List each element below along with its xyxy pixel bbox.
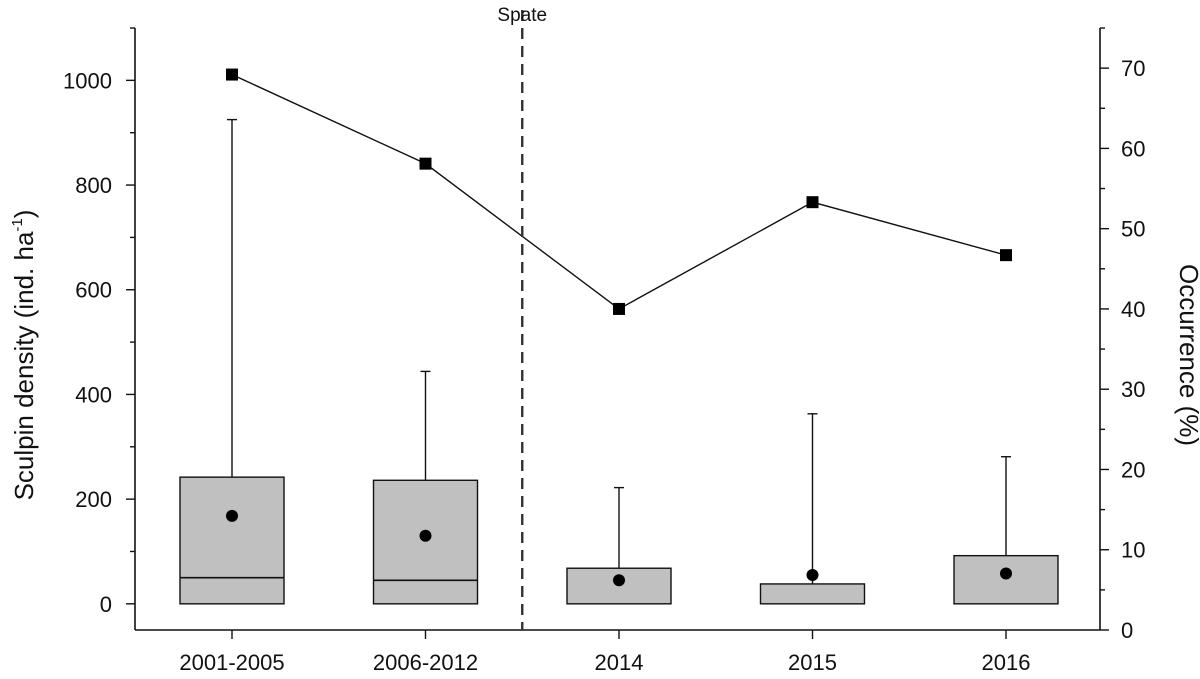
left-tick-label: 1000 xyxy=(63,68,112,93)
left-tick-label: 0 xyxy=(100,592,112,617)
occurrence-series xyxy=(226,68,1012,315)
occurrence-marker xyxy=(613,302,625,315)
left-axis-title: Sculpin density (ind. ha-1) xyxy=(9,210,39,501)
x-tick-label: 2001-2005 xyxy=(179,650,284,675)
right-tick-label: 0 xyxy=(1121,618,1133,643)
left-axis-title-main: Sculpin density (ind. ha xyxy=(9,231,39,500)
left-tick-label: 200 xyxy=(75,487,112,512)
x-tick-label: 2006-2012 xyxy=(373,650,478,675)
iqr-box xyxy=(953,554,1059,605)
iqr-box xyxy=(759,583,866,605)
mean-point xyxy=(1000,567,1012,580)
right-axis-ticks: 0 10 20 30 40 50 60 70 xyxy=(1100,27,1145,643)
right-tick-label: 20 xyxy=(1121,457,1145,482)
mean-point xyxy=(419,529,432,542)
right-tick-label: 60 xyxy=(1121,136,1145,161)
left-tick-label: 400 xyxy=(75,382,112,407)
right-tick-label: 50 xyxy=(1121,217,1145,242)
right-tick-label: 10 xyxy=(1121,538,1145,563)
occurrence-marker xyxy=(1000,249,1012,262)
mean-point xyxy=(613,574,625,587)
iqr-box xyxy=(179,476,285,605)
left-axis-title-superscript: -1 xyxy=(9,218,26,231)
left-axis-ticks: 0 200 400 600 800 1000 xyxy=(63,27,135,617)
x-tick-label: 2016 xyxy=(982,650,1031,675)
x-tick-label: 2014 xyxy=(595,650,644,675)
right-tick-label: 30 xyxy=(1121,377,1145,402)
right-axis-title: Occurrence (%) xyxy=(1174,264,1200,446)
x-tick-label: 2015 xyxy=(788,650,837,675)
right-tick-label: 40 xyxy=(1121,297,1145,322)
axes xyxy=(134,28,1101,631)
occurrence-marker xyxy=(806,196,819,209)
occurrence-marker xyxy=(226,68,238,81)
spate-label: Spate xyxy=(497,5,547,26)
box-series xyxy=(179,118,1059,605)
left-axis-title-end: ) xyxy=(9,210,39,219)
occurrence-line xyxy=(231,73,1007,310)
x-axis-ticks: 2001-2005 2006-2012 2014 2015 2016 xyxy=(179,630,1030,675)
left-tick-label: 800 xyxy=(75,173,112,198)
spate-marker: Spate xyxy=(497,5,547,630)
mean-point xyxy=(226,509,238,522)
mean-point xyxy=(806,569,819,582)
left-tick-label: 600 xyxy=(75,278,112,303)
iqr-box xyxy=(372,479,479,605)
occurrence-marker xyxy=(419,157,432,170)
right-tick-label: 70 xyxy=(1121,56,1145,81)
